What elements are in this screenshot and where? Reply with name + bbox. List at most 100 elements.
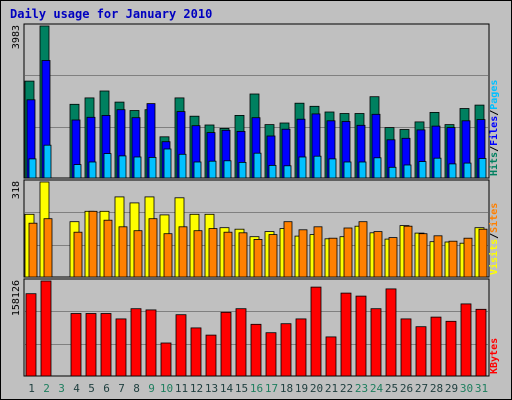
bar-pages-4	[73, 164, 82, 179]
bar-sites-21	[328, 237, 338, 278]
bar-sites-30	[463, 237, 473, 278]
legend-hits: Hits	[488, 152, 500, 176]
bar-pages-7	[118, 155, 127, 179]
x-label-3: 3	[58, 382, 65, 395]
bar-pages-8	[133, 156, 142, 179]
bar-kbytes-4	[70, 313, 82, 377]
bar-kbytes-15	[235, 308, 247, 377]
bar-kbytes-18	[280, 323, 292, 377]
bar-sites-31	[478, 228, 488, 278]
bar-pages-12	[193, 161, 202, 179]
legend-sites: Sites	[488, 203, 500, 233]
x-label-27: 27	[415, 382, 428, 395]
bar-pages-26	[403, 164, 412, 179]
x-label-30: 30	[460, 382, 473, 395]
x-label-14: 14	[220, 382, 234, 395]
bar-kbytes-2	[40, 280, 52, 377]
x-label-10: 10	[160, 382, 173, 395]
bar-sites-22	[343, 227, 353, 278]
x-label-20: 20	[310, 382, 323, 395]
bar-pages-23	[358, 161, 367, 179]
bar-pages-29	[448, 163, 457, 179]
bar-kbytes-1	[25, 293, 37, 377]
bar-pages-30	[463, 162, 472, 179]
bar-pages-5	[88, 161, 97, 179]
bar-sites-14	[223, 231, 233, 278]
bar-pages-16	[253, 152, 262, 179]
bar-pages-2	[43, 144, 52, 179]
x-label-4: 4	[73, 382, 80, 395]
bar-sites-5	[88, 210, 98, 278]
legend-kbytes: KBytes	[489, 338, 500, 374]
bar-sites-17	[268, 234, 278, 278]
bar-sites-29	[448, 240, 458, 278]
bar-sites-2	[43, 218, 53, 278]
x-label-21: 21	[325, 382, 338, 395]
bar-kbytes-25	[385, 288, 397, 377]
bar-kbytes-24	[370, 308, 382, 377]
bar-sites-6	[103, 219, 113, 278]
bar-pages-21	[328, 158, 337, 179]
bar-pages-9	[148, 156, 157, 179]
bar-sites-7	[118, 226, 128, 278]
x-label-29: 29	[445, 382, 458, 395]
bar-sites-10	[163, 233, 173, 278]
bar-pages-25	[388, 166, 397, 179]
bar-pages-10	[163, 148, 172, 179]
bar-sites-18	[283, 221, 293, 278]
x-label-15: 15	[235, 382, 248, 395]
bar-kbytes-6	[100, 313, 112, 377]
bar-sites-12	[193, 230, 203, 278]
bar-kbytes-9	[145, 309, 157, 377]
bar-sites-19	[298, 229, 308, 278]
x-label-7: 7	[118, 382, 125, 395]
bar-sites-16	[253, 238, 263, 278]
x-label-2: 2	[43, 382, 50, 395]
bar-sites-4	[73, 231, 83, 278]
bar-sites-24	[373, 231, 383, 278]
x-label-17: 17	[265, 382, 278, 395]
bar-kbytes-28	[430, 316, 442, 377]
bar-pages-19	[298, 156, 307, 179]
bar-kbytes-23	[355, 295, 367, 377]
bar-kbytes-13	[205, 334, 217, 377]
bar-sites-26	[403, 225, 413, 278]
page-title: Daily usage for January 2010	[10, 7, 213, 21]
y-max-label-middle: 318	[11, 181, 22, 199]
legend-bottom: KBytes	[489, 338, 500, 374]
bar-kbytes-30	[460, 303, 472, 377]
legend-files: Files	[488, 116, 500, 146]
bar-kbytes-22	[340, 292, 352, 377]
bar-sites-8	[133, 230, 143, 278]
legend-middle: Visits/Sites	[488, 203, 500, 275]
y-max-label-top: 3983	[11, 25, 22, 49]
bar-pages-22	[343, 161, 352, 179]
bar-sites-1	[28, 222, 38, 278]
bar-pages-27	[418, 161, 427, 179]
x-label-8: 8	[133, 382, 140, 395]
bar-sites-15	[238, 232, 248, 278]
x-label-31: 31	[475, 382, 488, 395]
bar-sites-27	[418, 233, 428, 278]
bar-kbytes-21	[325, 336, 337, 377]
bar-kbytes-8	[130, 308, 142, 377]
x-label-11: 11	[175, 382, 188, 395]
bar-kbytes-27	[415, 326, 427, 377]
bar-sites-20	[313, 226, 323, 278]
x-label-12: 12	[190, 382, 203, 395]
bar-pages-14	[223, 160, 232, 179]
bar-kbytes-29	[445, 320, 457, 377]
y-max-label-bottom: 158126	[11, 280, 22, 316]
bar-kbytes-12	[190, 327, 202, 377]
bar-sites-23	[358, 221, 368, 278]
bar-pages-17	[268, 164, 277, 179]
x-label-9: 9	[148, 382, 155, 395]
x-label-16: 16	[250, 382, 263, 395]
legend-top: Hits/Files/Pages	[488, 80, 500, 176]
x-label-13: 13	[205, 382, 218, 395]
x-label-28: 28	[430, 382, 443, 395]
x-label-5: 5	[88, 382, 95, 395]
x-label-25: 25	[385, 382, 398, 395]
bar-sites-11	[178, 226, 188, 278]
bar-pages-11	[178, 153, 187, 179]
